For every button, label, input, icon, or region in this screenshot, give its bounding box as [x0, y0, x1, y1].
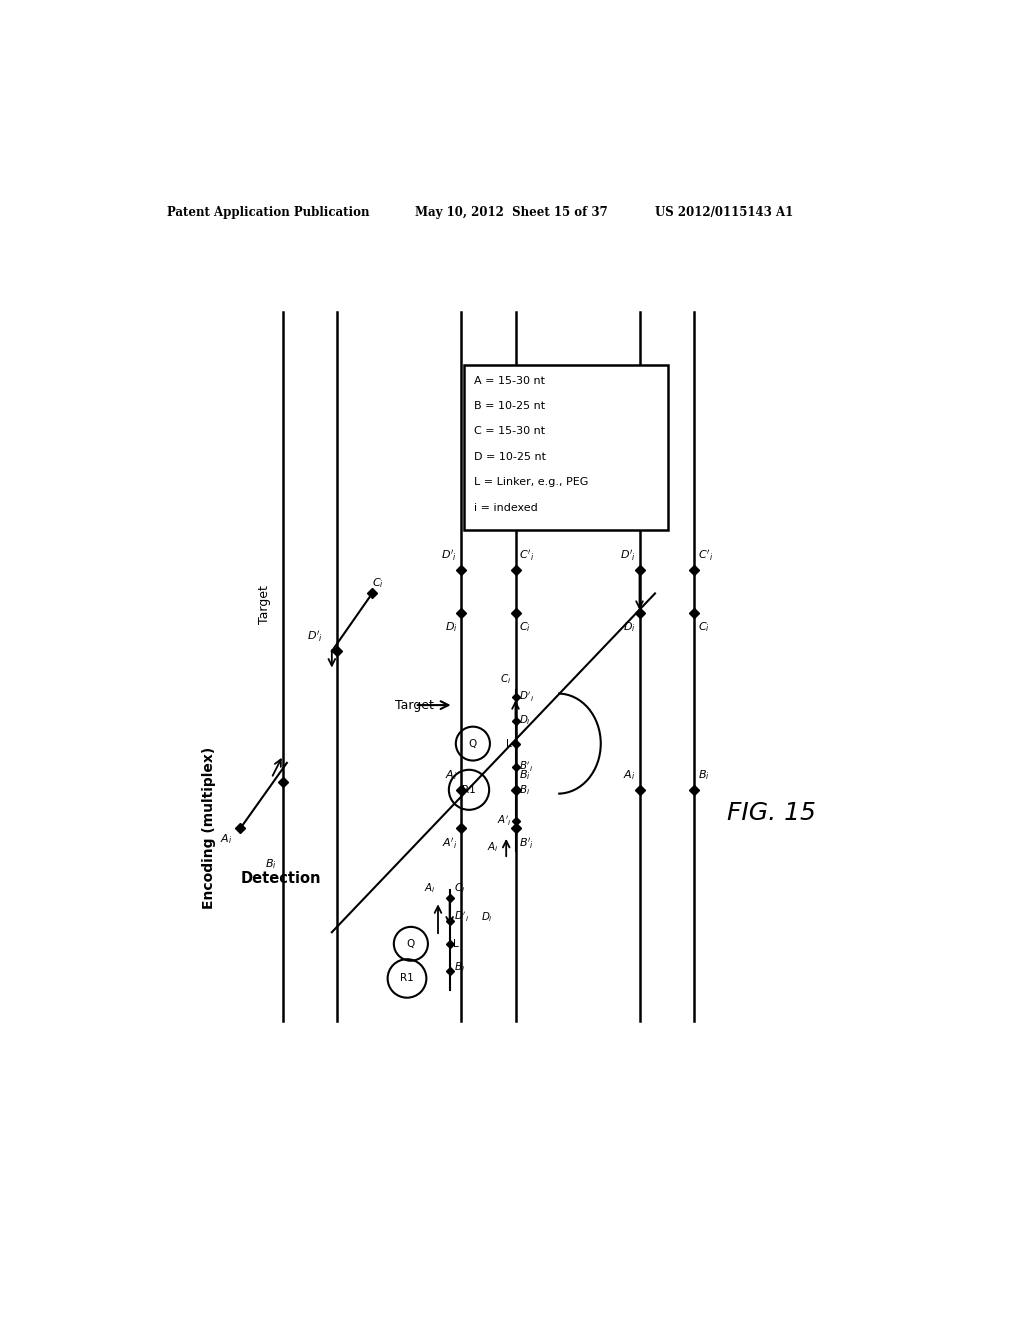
Text: $A'_i$: $A'_i$ — [497, 813, 512, 828]
Text: $B'_i$: $B'_i$ — [519, 836, 535, 851]
Text: $A_i$: $A_i$ — [445, 768, 458, 781]
Text: $A'_i$: $A'_i$ — [441, 836, 458, 851]
Text: Target: Target — [395, 698, 434, 711]
Text: $A_i$: $A_i$ — [624, 768, 636, 781]
Text: $D'_i$: $D'_i$ — [441, 548, 458, 562]
Text: $B_i$: $B_i$ — [265, 858, 276, 871]
Text: $C_i$: $C_i$ — [697, 620, 710, 634]
Text: $B_i$: $B_i$ — [697, 768, 710, 781]
Text: C = 15-30 nt: C = 15-30 nt — [474, 426, 546, 437]
Text: D = 10-25 nt: D = 10-25 nt — [474, 451, 547, 462]
Text: A = 15-30 nt: A = 15-30 nt — [474, 376, 546, 385]
Text: $C_i$: $C_i$ — [501, 672, 512, 686]
Text: $C'_i$: $C'_i$ — [519, 548, 535, 562]
Text: $C'_i$: $C'_i$ — [697, 548, 713, 562]
Text: $A_i$: $A_i$ — [220, 832, 232, 846]
Text: $B_i$: $B_i$ — [454, 960, 465, 974]
Text: US 2012/0115143 A1: US 2012/0115143 A1 — [655, 206, 794, 219]
Text: $D_i$: $D_i$ — [480, 909, 493, 924]
FancyBboxPatch shape — [464, 364, 669, 529]
Text: Q: Q — [407, 939, 415, 949]
Text: Q: Q — [469, 739, 477, 748]
Text: $A_i$: $A_i$ — [486, 841, 499, 854]
Text: $C_i$: $C_i$ — [454, 882, 465, 895]
Text: $C_i$: $C_i$ — [519, 620, 531, 634]
Text: Patent Application Publication: Patent Application Publication — [167, 206, 370, 219]
Text: i = indexed: i = indexed — [474, 503, 539, 512]
Text: FIG. 15: FIG. 15 — [727, 801, 816, 825]
Text: $D'_i$: $D'_i$ — [306, 628, 323, 644]
Text: $D_i$: $D_i$ — [623, 620, 636, 634]
Text: L = Linker, e.g., PEG: L = Linker, e.g., PEG — [474, 478, 589, 487]
Text: $B_i$: $B_i$ — [519, 768, 531, 781]
Text: B = 10-25 nt: B = 10-25 nt — [474, 401, 546, 411]
Text: R1: R1 — [462, 785, 476, 795]
Text: $D'_i$: $D'_i$ — [519, 690, 535, 705]
Text: Target: Target — [258, 586, 271, 624]
Text: Encoding (multiplex): Encoding (multiplex) — [203, 747, 216, 909]
Text: L: L — [454, 939, 459, 949]
Text: R1: R1 — [400, 973, 414, 983]
Text: $D'_i$: $D'_i$ — [454, 909, 469, 924]
Text: $D_i$: $D_i$ — [519, 714, 531, 727]
Text: $B'_i$: $B'_i$ — [519, 759, 534, 774]
Text: $D_i$: $D_i$ — [444, 620, 458, 634]
Text: Detection: Detection — [241, 871, 321, 886]
Text: May 10, 2012  Sheet 15 of 37: May 10, 2012 Sheet 15 of 37 — [415, 206, 607, 219]
Text: $C_i$: $C_i$ — [372, 576, 384, 590]
Text: L: L — [506, 739, 512, 748]
Text: $D'_i$: $D'_i$ — [620, 548, 636, 562]
Text: $B_i$: $B_i$ — [519, 783, 530, 797]
Text: $A_i$: $A_i$ — [424, 882, 435, 895]
